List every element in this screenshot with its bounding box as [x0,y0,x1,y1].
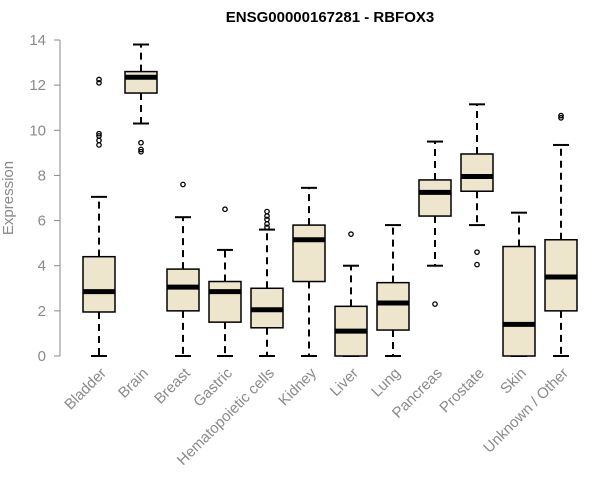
y-axis-label: Expression [0,161,17,235]
x-tick-label: Breast [151,364,194,407]
x-tick-label: Prostate [436,365,488,417]
y-tick-label: 8 [38,167,46,184]
box-group [292,186,326,357]
iqr-box [502,245,536,357]
outlier-point [264,224,270,231]
y-tick-label: 4 [38,258,46,275]
x-tick-label: Skin [497,365,530,398]
outlier-point [138,148,144,155]
outlier-point [138,139,144,146]
y-axis: 0 2 4 6 8 10 12 14 [29,32,61,365]
outlier-point [96,142,102,148]
outlier-point [96,133,102,139]
outlier-point [432,301,438,307]
outlier-point [558,112,564,119]
outlier-point [222,206,228,213]
iqr-box [292,224,326,283]
iqr-box [418,179,452,217]
box-group [418,140,452,307]
iqr-box [460,153,494,192]
x-tick-label: Bladder [61,365,110,414]
outlier-point [264,216,270,223]
iqr-box [208,280,242,323]
outlier-point [96,80,102,86]
box-group [502,211,536,357]
outlier-point [180,181,186,188]
x-tick-label: Brain [115,365,152,402]
chart-title: ENSG00000167281 - RBFOX3 [226,9,434,26]
iqr-box [166,268,200,312]
x-tick-label: Kidney [275,364,320,409]
iqr-box [376,281,410,331]
x-tick-label: Liver [327,365,362,400]
y-tick-label: 14 [29,32,46,49]
outlier-point [96,130,102,137]
y-tick-label: 6 [38,213,46,230]
y-tick-label: 10 [29,122,46,139]
iqr-box [82,255,116,313]
outlier-point [558,115,564,121]
box-group [208,206,242,357]
outlier-point [474,261,480,268]
y-tick-label: 12 [29,77,46,94]
y-tick-label: 0 [38,348,46,365]
box-group [334,231,368,357]
boxes-group [82,43,578,357]
x-tick-label: Lung [368,365,404,401]
box-group [82,76,116,357]
y-tick-label: 2 [38,303,46,320]
outlier-point [474,249,480,256]
outlier-point [96,76,102,83]
outlier-point [138,146,144,153]
outlier-point [264,208,270,215]
box-group [460,103,494,268]
outlier-point [96,137,102,144]
box-group [544,112,578,357]
box-group [376,224,410,357]
box-group [166,181,200,357]
outlier-point [348,231,354,237]
box-group [250,208,284,357]
box-group [124,43,158,155]
